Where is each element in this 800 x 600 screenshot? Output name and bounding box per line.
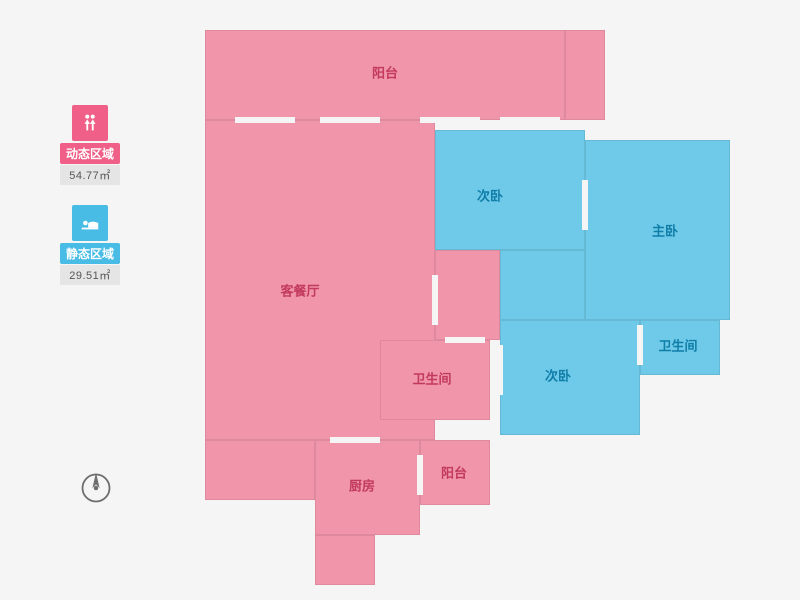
room-bed2b-ext bbox=[500, 250, 585, 320]
room-label-balcony-top: 阳台 bbox=[372, 63, 398, 82]
opening-5 bbox=[445, 337, 485, 343]
room-label-living: 客餐厅 bbox=[280, 281, 319, 300]
opening-1 bbox=[320, 117, 380, 123]
opening-4 bbox=[432, 275, 438, 325]
room-label-kitchen: 厨房 bbox=[349, 476, 375, 495]
legend-static-value: 29.51㎡ bbox=[60, 265, 120, 285]
opening-6 bbox=[330, 437, 380, 443]
people-icon bbox=[72, 105, 108, 141]
legend-static-zone: 静态区域 29.51㎡ bbox=[60, 205, 120, 285]
legend-static-title: 静态区域 bbox=[60, 243, 120, 264]
room-kitchen-ext bbox=[315, 535, 375, 585]
legend-dynamic-title: 动态区域 bbox=[60, 143, 120, 164]
legend-dynamic-value: 54.77㎡ bbox=[60, 165, 120, 185]
room-label-bath1: 卫生间 bbox=[412, 369, 451, 388]
opening-10 bbox=[497, 345, 503, 395]
opening-8 bbox=[582, 180, 588, 230]
room-balcony-top-r bbox=[565, 30, 605, 120]
sleep-icon bbox=[72, 205, 108, 241]
opening-0 bbox=[235, 117, 295, 123]
opening-9 bbox=[637, 325, 643, 365]
room-label-bed-master: 主卧 bbox=[652, 221, 678, 240]
room-label-bed2b: 次卧 bbox=[545, 366, 571, 385]
compass-svg bbox=[78, 470, 114, 506]
legend-dynamic-zone: 动态区域 54.77㎡ bbox=[60, 105, 120, 185]
room-living-ext bbox=[205, 440, 315, 500]
sleep-icon-svg bbox=[79, 212, 101, 234]
people-icon-svg bbox=[79, 112, 101, 134]
room-label-balcony-bot: 阳台 bbox=[441, 463, 467, 482]
room-bed2a bbox=[435, 130, 585, 250]
room-living-right bbox=[435, 250, 500, 340]
floorplan-canvas: 阳台客餐厅卫生间厨房阳台次卧主卧卫生间次卧 动态区域 54.77㎡ 静态区域 2… bbox=[0, 0, 800, 600]
room-label-bed2a: 次卧 bbox=[477, 186, 503, 205]
opening-7 bbox=[417, 455, 423, 495]
opening-3 bbox=[500, 117, 560, 123]
room-label-bath2: 卫生间 bbox=[658, 336, 697, 355]
opening-2 bbox=[420, 117, 480, 123]
compass-icon bbox=[78, 470, 114, 506]
